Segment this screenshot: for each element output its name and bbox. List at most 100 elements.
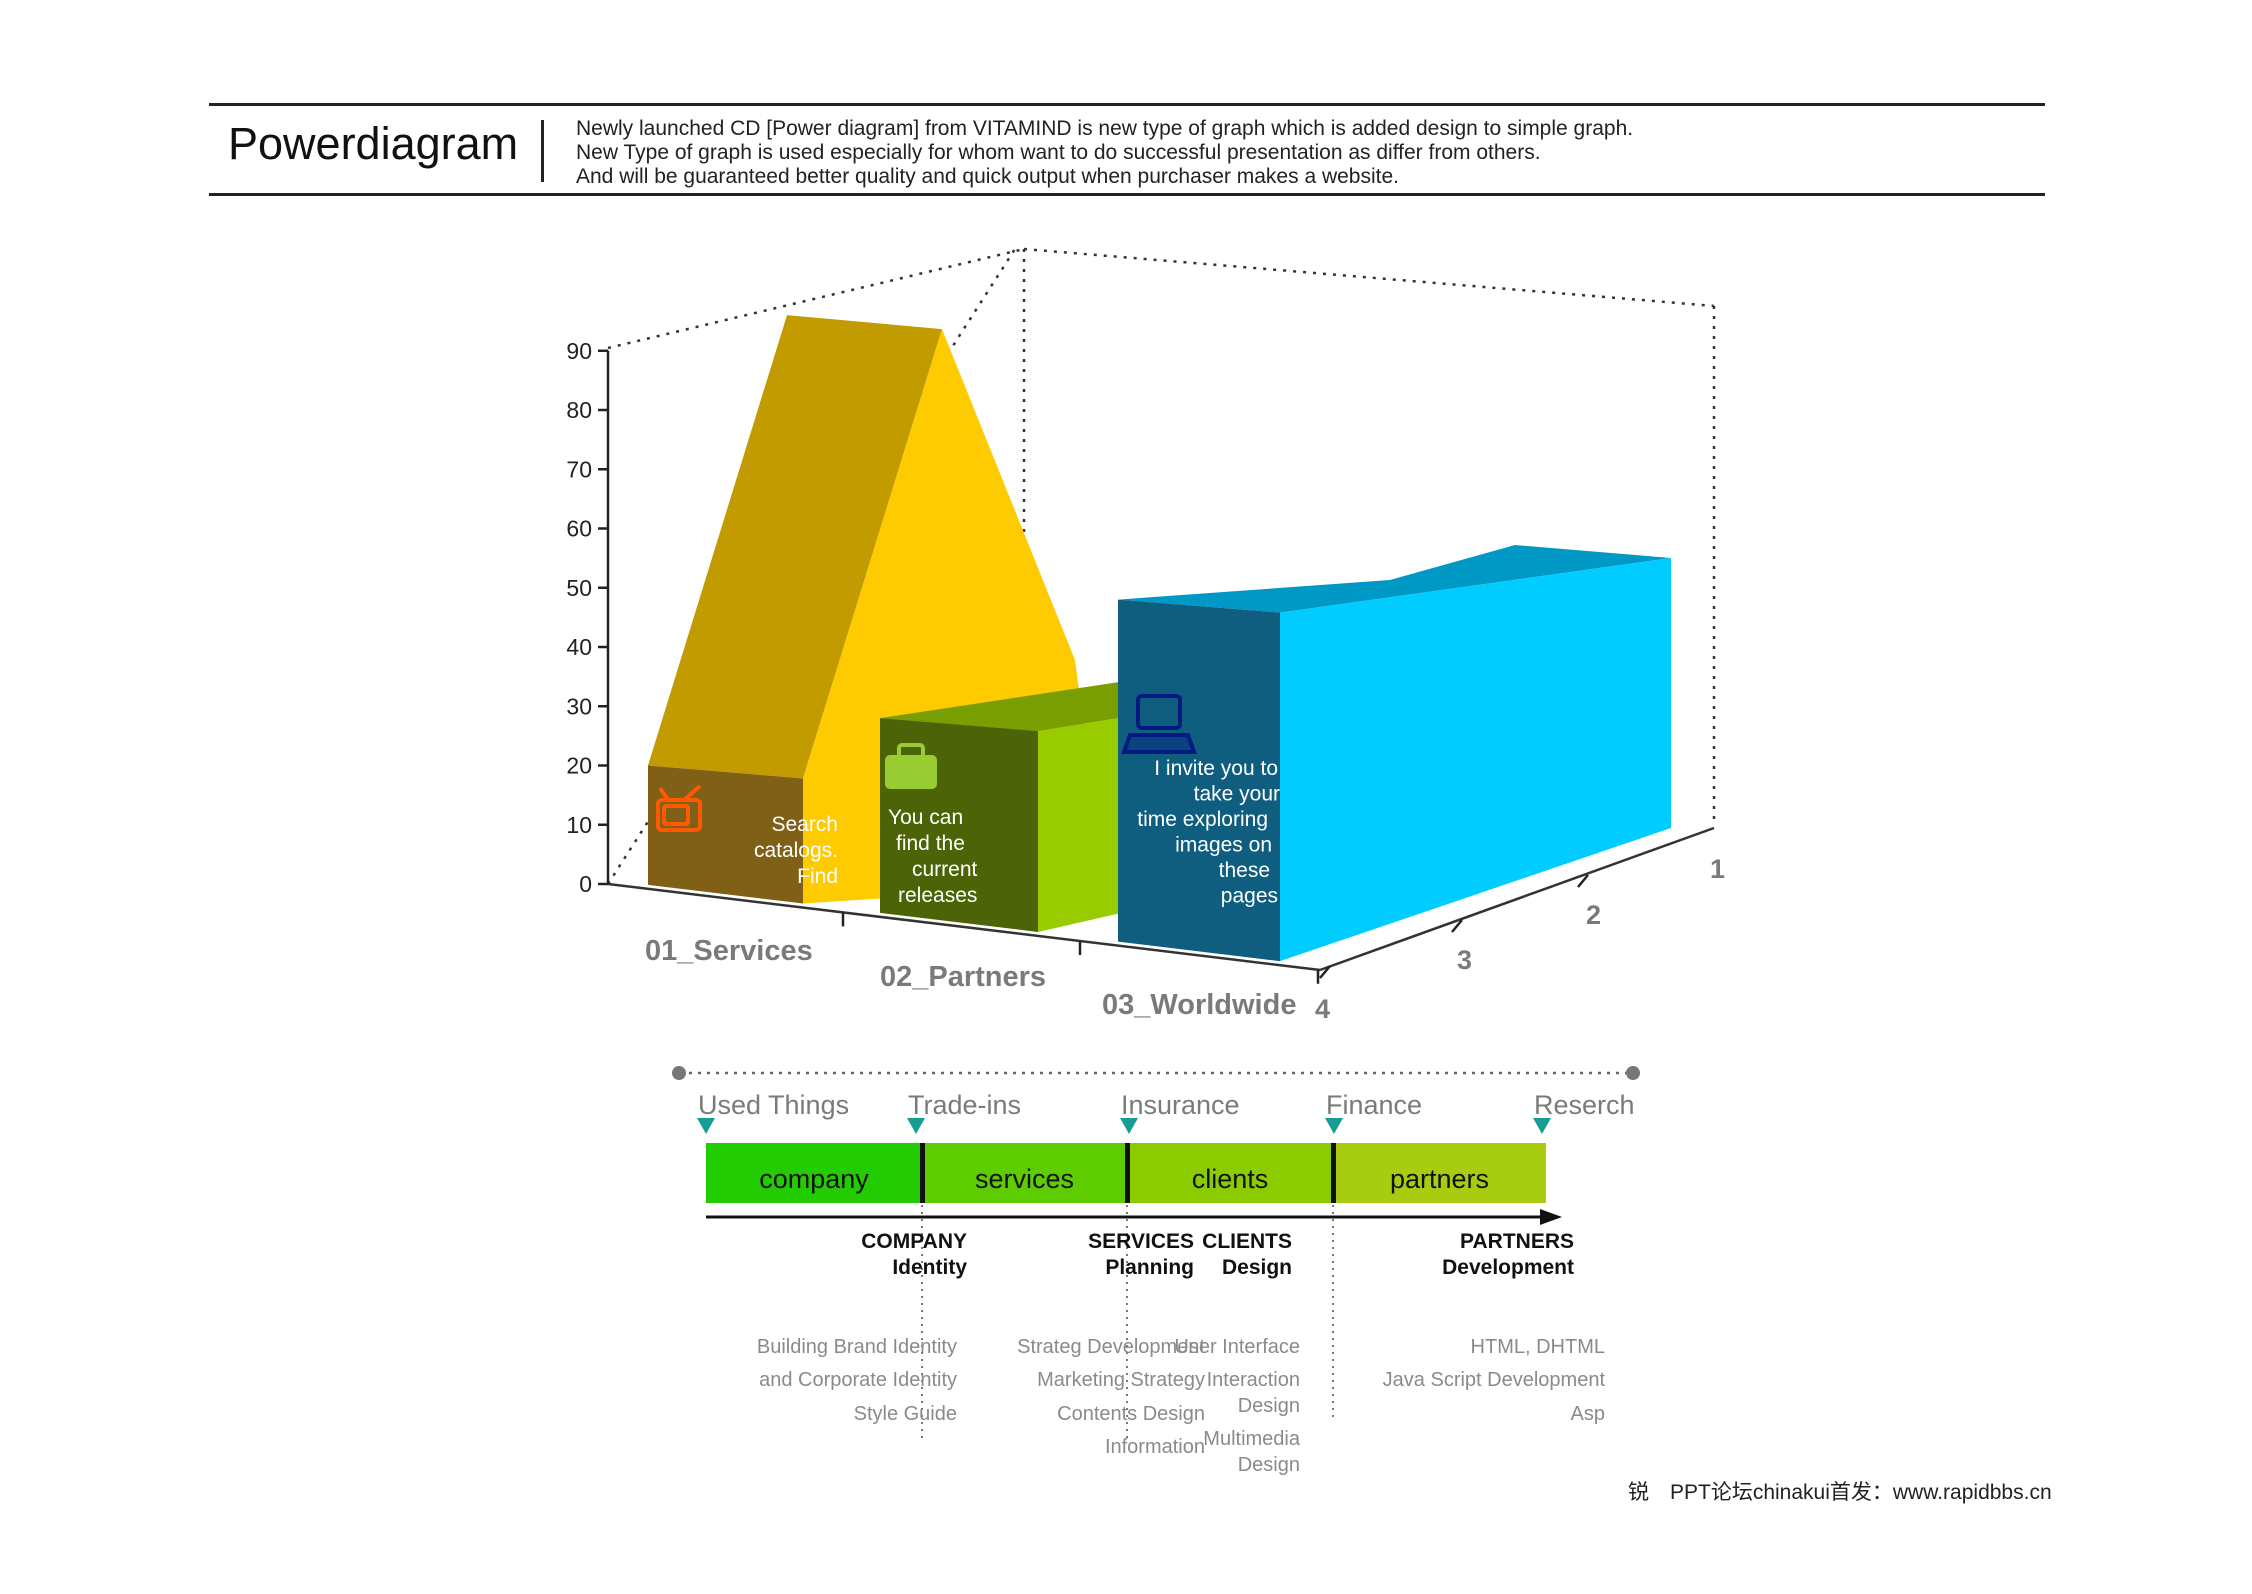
briefcase-icon: [885, 743, 937, 789]
segment-company: [706, 1143, 922, 1203]
description-line-1: Newly launched CD [Power diagram] from V…: [576, 117, 1634, 140]
service-item: User Interface: [1174, 1336, 1300, 1358]
depth-tick-mark: [1319, 965, 1331, 979]
phase-title: CLIENTS: [1202, 1230, 1292, 1253]
segment-label: partners: [1390, 1164, 1489, 1194]
bar-side-face: [1280, 558, 1671, 962]
bar-note-line: find the: [896, 832, 965, 855]
y-tick-label: 0: [579, 871, 592, 897]
arrow-head-icon: [1540, 1209, 1562, 1225]
phase-subtitle: Identity: [892, 1256, 967, 1279]
category-label: 02_Partners: [880, 961, 1046, 993]
tv-icon: [656, 784, 702, 832]
phase-subtitle: Design: [1222, 1256, 1292, 1279]
timeline-end-dot: [1626, 1066, 1640, 1080]
y-tick-label: 20: [566, 753, 592, 779]
segment-label: clients: [1192, 1164, 1269, 1194]
bar-note-line: Search: [771, 813, 838, 836]
service-item: Style Guide: [854, 1403, 957, 1425]
bar-note-line: pages: [1221, 885, 1278, 908]
phase-title: PARTNERS: [1460, 1230, 1574, 1253]
segment-divider: [1331, 1143, 1336, 1203]
service-item: Java Script Development: [1383, 1369, 1606, 1391]
depth-axis: 1 2 3 4: [1315, 854, 1725, 1024]
segment-clients: [1127, 1143, 1333, 1203]
header-top-rule: [209, 103, 2045, 106]
stage-marker-icon: [1533, 1118, 1551, 1134]
bars-group: Search catalogs. Find You can find the curren…: [648, 315, 1671, 962]
bar-note-line: releases: [898, 884, 977, 907]
depth-label: 3: [1457, 945, 1472, 975]
phase-subtitle: Planning: [1105, 1256, 1194, 1279]
y-tick-label: 70: [566, 456, 592, 482]
phase-title: SERVICES: [1088, 1230, 1194, 1253]
service-item: Information: [1105, 1436, 1205, 1458]
footer-credit: 锐 PPT论坛chinakui首发：www.rapidbbs.cn: [1628, 1481, 2052, 1504]
bar-note-line: You can: [888, 806, 963, 829]
stage-label: Trade-ins: [908, 1090, 1021, 1120]
segment-label: company: [759, 1164, 869, 1194]
stage-marker-icon: [1120, 1118, 1138, 1134]
stage-marker-icon: [1325, 1118, 1343, 1134]
service-item: Asp: [1571, 1403, 1605, 1425]
y-tick-label: 60: [566, 516, 592, 542]
service-item: Strateg Development: [1017, 1336, 1205, 1358]
service-item: HTML, DHTML: [1471, 1336, 1605, 1358]
stage-label: Insurance: [1121, 1090, 1240, 1120]
category-labels: 01_Services 02_Partners 03_Worldwide: [645, 912, 1320, 1021]
timeline: Used Things Trade-ins Insurance Finance Rese…: [672, 1066, 1640, 1476]
segment-label: services: [975, 1164, 1074, 1194]
service-item: and Corporate Identity: [759, 1369, 957, 1391]
y-axis: 0 10 20 30 40 50 60 70 80 90: [566, 338, 610, 897]
title-separator: [541, 120, 544, 182]
stage-label: Finance: [1326, 1090, 1422, 1120]
bar-note-line: catalogs.: [754, 839, 838, 862]
timeline-start-dot: [672, 1066, 686, 1080]
service-item: Multimedia: [1203, 1428, 1301, 1450]
bar-top-face: [1118, 545, 1671, 613]
y-tick-label: 80: [566, 397, 592, 423]
laptop-icon: [1121, 694, 1197, 754]
phase-title: COMPANY: [861, 1230, 967, 1253]
stage-label: Used Things: [698, 1090, 849, 1120]
depth-label: 2: [1586, 900, 1601, 930]
bar-note-line: Find: [797, 865, 838, 888]
segment-divider: [1125, 1143, 1130, 1203]
service-item: Building Brand Identity: [757, 1336, 957, 1358]
y-tick-label: 90: [566, 338, 592, 364]
bar-note-line: I invite you to: [1154, 757, 1278, 780]
stage-marker-icon: [697, 1118, 715, 1134]
category-label: 01_Services: [645, 935, 813, 967]
description-line-2: New Type of graph is used especially for…: [576, 141, 1541, 164]
bar-note-line: images on: [1175, 834, 1272, 857]
stage-marker-icon: [907, 1118, 925, 1134]
phase-subtitle: Development: [1442, 1256, 1574, 1279]
description-line-3: And will be guaranteed better quality an…: [576, 165, 1399, 188]
bar-note-line: these: [1219, 859, 1270, 882]
bar-note-line: time exploring: [1137, 808, 1268, 831]
depth-label: 4: [1315, 994, 1330, 1024]
stage-label: Reserch: [1534, 1090, 1635, 1120]
segment-divider: [920, 1143, 925, 1203]
bar-front-face: [1118, 599, 1280, 962]
bar-note-line: current: [912, 858, 978, 881]
service-item: Contents Design: [1057, 1403, 1205, 1425]
service-item: Marketing Strategy: [1037, 1369, 1205, 1391]
segment-partners: [1333, 1143, 1546, 1203]
header-bottom-rule: [209, 193, 2045, 196]
page-title: Powerdiagram: [228, 118, 519, 169]
bar-note-line: take your: [1194, 783, 1280, 806]
category-label: 03_Worldwide: [1102, 989, 1296, 1021]
y-tick-label: 10: [566, 812, 592, 838]
y-tick-label: 50: [566, 575, 592, 601]
service-item: Design: [1238, 1395, 1300, 1417]
y-tick-label: 30: [566, 693, 592, 719]
service-item: Interaction: [1207, 1369, 1300, 1391]
segment-services: [922, 1143, 1127, 1203]
service-item: Design: [1238, 1454, 1300, 1476]
depth-tick-mark: [1451, 919, 1463, 933]
y-tick-label: 40: [566, 634, 592, 660]
bar-top-face: [648, 315, 942, 779]
depth-label: 1: [1710, 854, 1725, 884]
